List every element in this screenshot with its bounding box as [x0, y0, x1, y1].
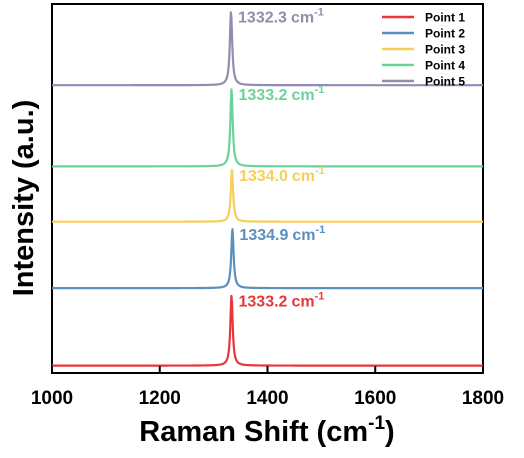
x-tick-label: 1200: [139, 388, 181, 409]
x-axis-label-close: ): [385, 416, 395, 448]
plot-frame: [51, 3, 484, 374]
peak-value: 1333.2: [239, 294, 288, 311]
series-line-5: [51, 11, 484, 87]
x-tick-label: 1600: [354, 388, 396, 409]
peak-unit-sup: -1: [315, 84, 325, 96]
x-tick-label: 1800: [462, 388, 504, 409]
series-line-3: [51, 168, 484, 223]
peak-label-2: 1334.9 cm-1: [239, 224, 325, 244]
legend-label-3: Point 3: [425, 43, 465, 57]
series-line-1: [51, 294, 484, 367]
x-tick-label: 1400: [246, 388, 288, 409]
peak-unit-sup: -1: [315, 224, 325, 236]
legend-label-4: Point 4: [425, 59, 465, 73]
peak-label-4: 1333.2 cm-1: [239, 84, 325, 104]
peak-label-5: 1332.3 cm-1: [238, 6, 324, 26]
peak-unit-sup: -1: [315, 165, 325, 177]
x-tick-layer: 1000 1200 1400 1600 1800: [31, 366, 504, 409]
legend-label-1: Point 1: [425, 11, 465, 25]
peak-unit: cm: [291, 87, 314, 104]
peak-unit: cm: [291, 9, 314, 26]
legend: Point 1 Point 2 Point 3 Point 4 Point 5: [382, 11, 465, 89]
x-axis-label-text: Raman Shift (cm: [139, 416, 368, 448]
peak-value: 1334.0: [239, 168, 288, 185]
series-line-4: [51, 88, 484, 168]
series-line-2: [51, 228, 484, 290]
peak-value: 1333.2: [239, 87, 288, 104]
peak-unit-sup: -1: [315, 291, 325, 303]
legend-label-5: Point 5: [425, 75, 465, 89]
peak-unit: cm: [291, 294, 314, 311]
peak-value: 1332.3: [238, 9, 287, 26]
x-tick-label: 1000: [31, 388, 73, 409]
y-axis-label: Intensity (a.u.): [8, 100, 40, 297]
peak-value: 1334.9: [239, 227, 288, 244]
x-axis-label-sup: -1: [368, 413, 385, 434]
peak-label-3: 1334.0 cm-1: [239, 165, 325, 185]
series-layer: [51, 11, 484, 367]
peak-unit: cm: [292, 227, 315, 244]
legend-label-2: Point 2: [425, 27, 465, 41]
peak-unit-sup: -1: [314, 6, 324, 18]
peak-label-1: 1333.2 cm-1: [239, 291, 325, 311]
x-axis-label: Raman Shift (cm-1): [139, 413, 394, 448]
peak-unit: cm: [292, 168, 315, 185]
